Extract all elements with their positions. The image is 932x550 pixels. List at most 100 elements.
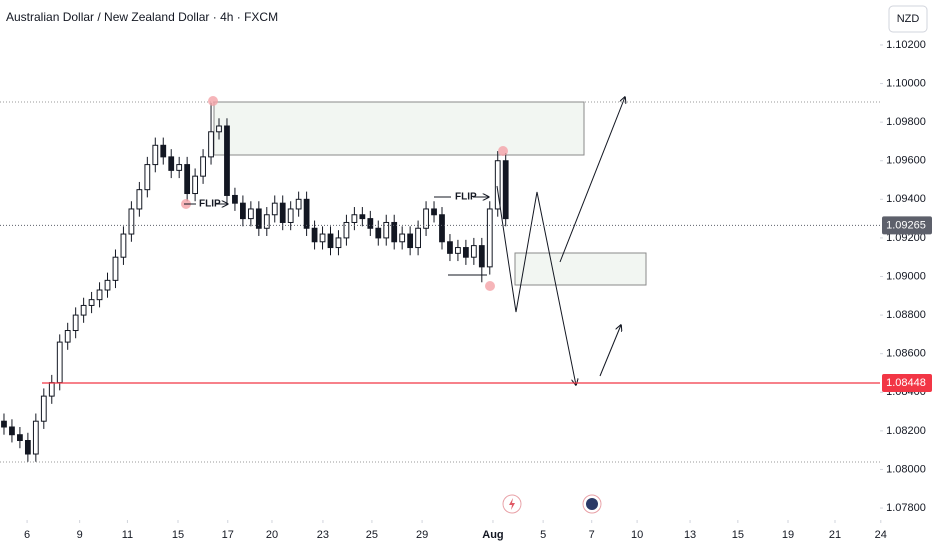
candle-body [247,208,254,220]
y-tick-label: 1.09200 [886,232,926,244]
candle-body [224,125,230,196]
candle-body [152,144,159,166]
candle-body [470,245,477,258]
x-tick-label: 9 [77,529,83,541]
x-tick-label: Aug [482,529,503,541]
candle-body [367,218,374,229]
candle-body [462,247,469,258]
pivot-marker [485,281,495,291]
candle-body [415,227,421,249]
candle-body [327,233,334,249]
y-tick-label: 1.10000 [886,77,926,89]
candle-body [399,233,406,243]
supply-zone [213,101,585,156]
candle-body [1,420,7,428]
y-tick-label: 1.09800 [886,116,926,128]
currency-label: NZD [897,13,920,25]
candle-body [343,221,350,239]
x-tick-label: 5 [540,529,546,541]
candle-body [319,233,326,243]
candle-body [104,279,111,291]
candle-body [271,202,278,216]
y-tick-label: 1.09000 [886,270,926,282]
last-price-tag [882,216,932,235]
candle-body [359,214,366,220]
chart-title: Australian Dollar / New Zealand Dollar ·… [6,10,278,24]
candle-body [439,214,445,243]
candle-body [136,189,143,210]
x-tick-label: 24 [875,529,887,541]
pivot-marker [208,96,218,106]
candle-body [40,395,47,422]
candle-body [351,214,358,223]
y-tick-label: 1.08000 [886,463,926,475]
candle-body [303,198,310,229]
candle-body [502,160,509,220]
candle-body [112,256,119,281]
candle-body [311,227,318,243]
x-tick-label: 15 [172,529,184,541]
candle-body [120,233,127,258]
projection-arrow [599,325,621,377]
x-tick-label: 13 [684,529,696,541]
candle-body [375,227,382,239]
candle-body [255,208,262,229]
last-price-label: 1.09265 [886,219,926,231]
candle-body [431,208,437,216]
flag-icon [586,498,598,510]
candle-body [128,208,135,235]
x-tick-label: 17 [222,529,234,541]
candle-body [88,299,95,306]
y-tick-label: 1.08800 [886,309,926,321]
candle-body [96,289,103,301]
candle-body [144,164,151,191]
level-tag [882,374,932,393]
x-tick-label: 29 [416,529,428,541]
candle-body [240,202,246,220]
candle-body [447,241,453,254]
candle-body [287,208,294,223]
candle-body [478,245,485,268]
candle-body [64,330,71,343]
candle-body [279,202,286,223]
projection-arrow [559,97,625,263]
candle-body [80,304,87,316]
candle-body [168,156,175,171]
y-tick-label: 1.10200 [886,39,926,51]
candle-body [383,221,390,239]
candle-body [455,247,461,254]
candle-body [176,164,183,171]
candle-body [56,341,63,384]
candles [1,102,509,462]
x-tick-label: 19 [782,529,794,541]
candle-body [184,164,191,195]
y-tick-label: 1.08600 [886,348,926,360]
x-tick-label: 11 [122,529,133,541]
candle-body [160,144,167,158]
event-icon-glyph [509,498,515,510]
y-tick-label: 1.09600 [886,155,926,167]
candle-body [9,426,15,436]
currency-button[interactable] [888,5,928,33]
projection-path [496,185,576,385]
candle-body [232,194,238,204]
candle-body [24,440,31,455]
x-tick-label: 15 [732,529,744,541]
pivot-marker [498,146,508,156]
x-tick-label: 23 [317,529,329,541]
y-tick-label: 1.08200 [886,425,926,437]
x-tick-label: 6 [24,529,30,541]
candle-body [263,214,270,229]
flip-label: FLIP [199,199,221,210]
candle-body [208,131,214,158]
y-tick-label: 1.09400 [886,193,926,205]
x-tick-label: 21 [829,529,841,541]
flip-label: FLIP [455,192,477,203]
x-tick-label: 10 [631,529,643,541]
candle-body [32,420,39,455]
candle-body [391,221,398,243]
candle-body [494,160,501,210]
level-label: 1.08448 [886,377,926,389]
